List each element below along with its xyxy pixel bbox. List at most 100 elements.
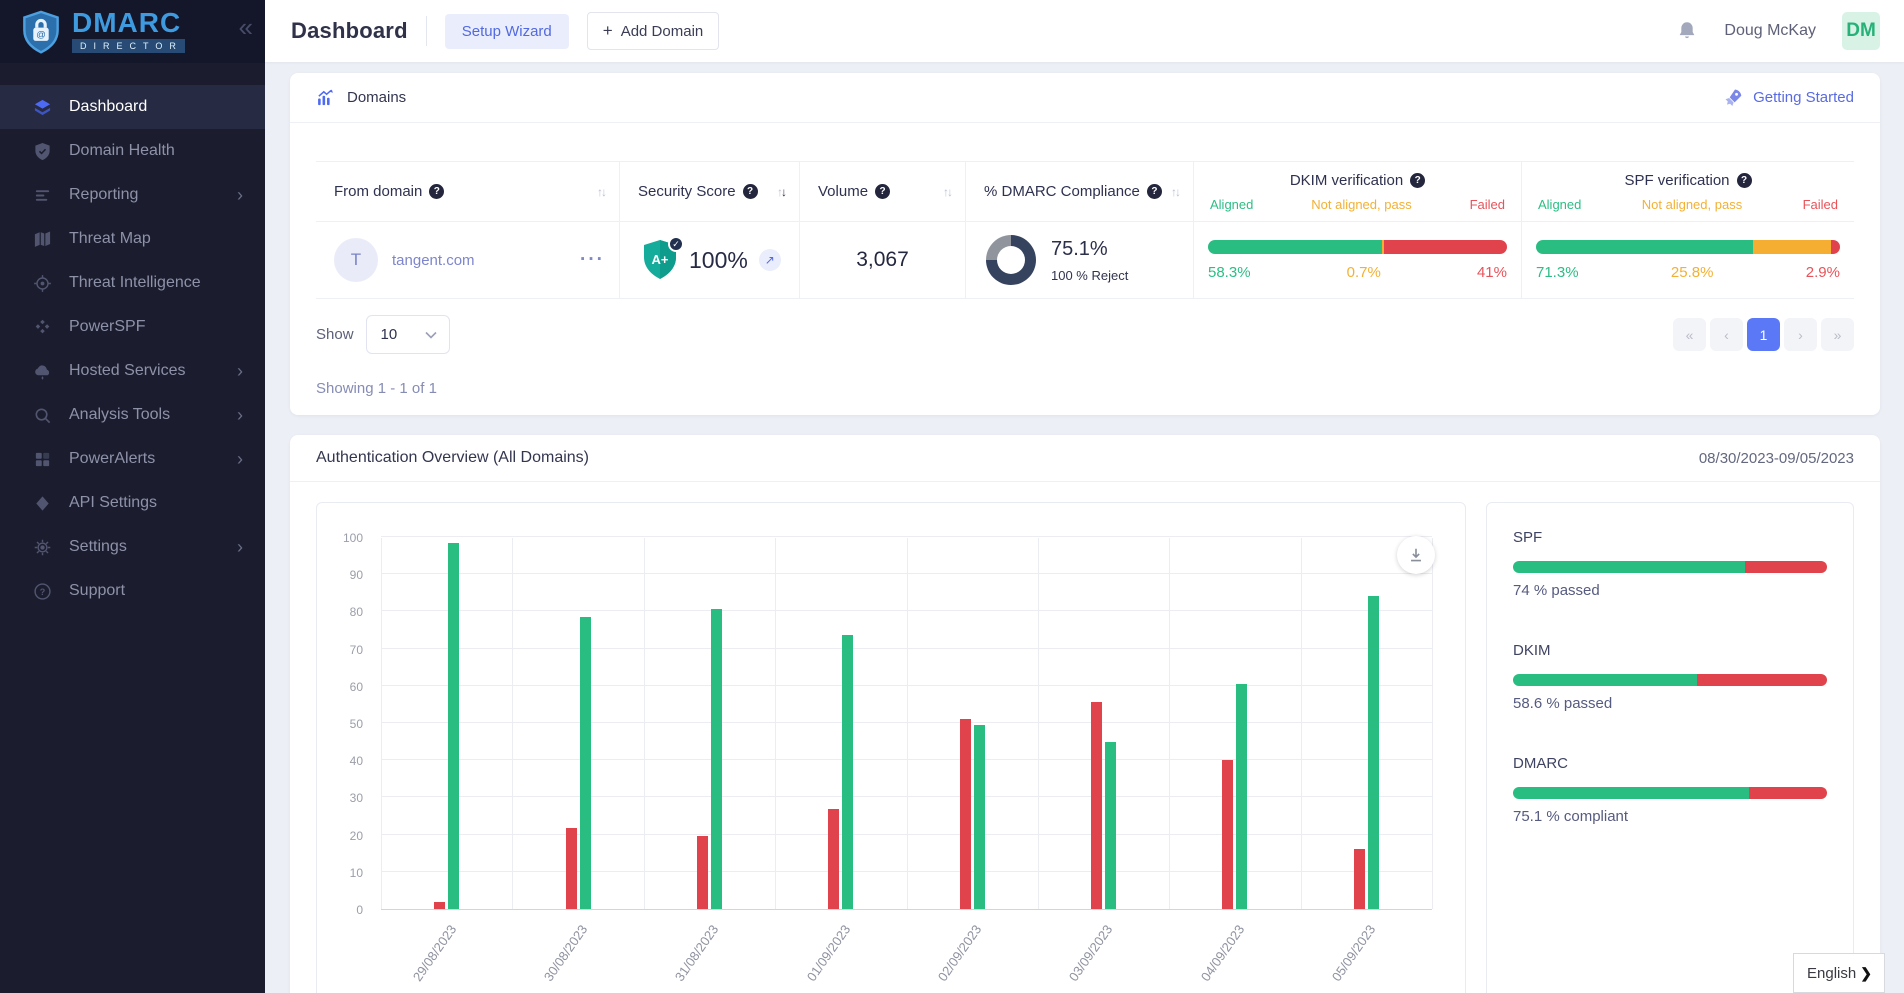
sidebar-item-label: Analysis Tools — [69, 406, 170, 424]
sidebar-item-settings[interactable]: Settings› — [0, 525, 265, 569]
shield-check-icon — [32, 141, 52, 161]
chart-bar-failed[interactable] — [1354, 849, 1365, 909]
spf-sub-headers: Aligned Not aligned, pass Failed — [1538, 197, 1838, 212]
spf-failed-segment — [1831, 240, 1840, 254]
help-icon[interactable]: ? — [1737, 173, 1752, 188]
chart-bar-failed[interactable] — [1091, 702, 1102, 909]
chart-bar-failed[interactable] — [828, 809, 839, 909]
add-domain-button[interactable]: + Add Domain — [587, 12, 719, 50]
security-score-value: 100% — [689, 247, 748, 274]
sidebar-collapse-icon[interactable]: « — [239, 14, 253, 40]
chart-bar-failed[interactable] — [697, 836, 708, 909]
chart-bar-passed[interactable] — [580, 617, 591, 909]
setup-wizard-button[interactable]: Setup Wizard — [445, 14, 569, 49]
language-label: English — [1807, 965, 1856, 982]
header-divider — [426, 16, 427, 46]
notifications-bell-icon[interactable] — [1676, 20, 1698, 42]
dkim-not-aligned-header: Not aligned, pass — [1311, 197, 1411, 212]
chevron-right-icon: › — [237, 449, 243, 470]
chart-bar-passed[interactable] — [1368, 596, 1379, 909]
auth-summary-panel: SPF74 % passedDKIM58.6 % passedDMARC75.1… — [1486, 502, 1854, 993]
domain-link[interactable]: tangent.com — [392, 252, 475, 269]
bar-group-02/09/2023 — [907, 719, 1038, 909]
y-axis-label: 80 — [350, 605, 363, 619]
chart-bar-passed[interactable] — [1105, 742, 1116, 909]
x-axis-label: 03/09/2023 — [1066, 922, 1116, 984]
help-icon[interactable]: ? — [743, 184, 758, 199]
y-axis-label: 30 — [350, 791, 363, 805]
column-label-dmarc-compliance: % DMARC Compliance — [984, 183, 1140, 200]
spf-not-aligned-header: Not aligned, pass — [1642, 197, 1742, 212]
summary-failed-segment — [1697, 674, 1827, 686]
cloud-icon — [32, 361, 52, 381]
help-icon[interactable]: ? — [1147, 184, 1162, 199]
chart-download-button[interactable] — [1397, 536, 1435, 574]
summary-bar — [1513, 674, 1827, 686]
pagination-page[interactable]: 1 — [1747, 318, 1780, 351]
summary-failed-segment — [1745, 561, 1827, 573]
download-icon — [1407, 546, 1425, 564]
y-axis-label: 0 — [356, 903, 363, 917]
sidebar-item-domain-health[interactable]: Domain Health — [0, 129, 265, 173]
add-domain-label: Add Domain — [621, 23, 704, 40]
chart-bar-failed[interactable] — [960, 719, 971, 909]
pagination-last[interactable]: » — [1821, 318, 1854, 351]
sidebar-item-api-settings[interactable]: API Settings — [0, 481, 265, 525]
chart-bar-failed[interactable] — [434, 902, 445, 909]
sidebar-item-poweralerts[interactable]: PowerAlerts› — [0, 437, 265, 481]
domains-title: Domains — [347, 89, 406, 106]
sidebar-item-threat-map[interactable]: Threat Map — [0, 217, 265, 261]
sort-icons[interactable]: ↑↓ — [935, 185, 951, 199]
summary-dmarc: DMARC75.1 % compliant — [1513, 755, 1827, 825]
chart-bar-failed[interactable] — [1222, 760, 1233, 909]
plot-area: 29/08/202330/08/202331/08/202301/09/2023… — [381, 538, 1432, 910]
svg-text:A+: A+ — [652, 252, 669, 267]
chart-bar-passed[interactable] — [711, 609, 722, 909]
chart-bar-passed[interactable] — [448, 543, 459, 909]
chart-bar-passed[interactable] — [974, 725, 985, 909]
y-axis: 0102030405060708090100 — [317, 538, 373, 910]
sidebar-item-dashboard[interactable]: Dashboard — [0, 85, 265, 129]
chart-bar-passed[interactable] — [842, 635, 853, 909]
pagination-first[interactable]: « — [1673, 318, 1706, 351]
summary-dkim: DKIM58.6 % passed — [1513, 642, 1827, 712]
sidebar-item-analysis-tools[interactable]: Analysis Tools› — [0, 393, 265, 437]
map-icon — [32, 229, 52, 249]
security-grade-shield-icon: A+ ✓ — [642, 239, 678, 281]
help-icon[interactable]: ? — [429, 184, 444, 199]
sidebar-item-hosted-services[interactable]: Hosted Services› — [0, 349, 265, 393]
getting-started-label: Getting Started — [1753, 89, 1854, 106]
diamond-cluster-icon — [32, 317, 52, 337]
language-selector[interactable]: English ❯ — [1793, 953, 1885, 993]
sidebar-item-threat-intelligence[interactable]: Threat Intelligence — [0, 261, 265, 305]
gridline-v — [1432, 538, 1433, 909]
chart-bar-passed[interactable] — [1236, 684, 1247, 909]
pagination: «‹1›» — [1673, 318, 1854, 351]
verified-check-icon: ✓ — [668, 236, 684, 252]
pagination-prev[interactable]: ‹ — [1710, 318, 1743, 351]
user-avatar[interactable]: DM — [1842, 12, 1880, 50]
external-link-icon[interactable]: ↗ — [759, 249, 781, 271]
sort-icons[interactable]: ↑↓ — [1163, 185, 1179, 199]
getting-started-link[interactable]: Getting Started — [1724, 88, 1854, 107]
help-icon[interactable]: ? — [875, 184, 890, 199]
pagination-next[interactable]: › — [1784, 318, 1817, 351]
auth-chart: 0102030405060708090100 29/08/202330/08/2… — [316, 502, 1466, 993]
page-size-select[interactable]: 10 — [366, 315, 450, 354]
brand-name: DMARC — [72, 10, 185, 36]
summary-passed-segment — [1513, 787, 1749, 799]
sidebar-item-reporting[interactable]: Reporting› — [0, 173, 265, 217]
sort-icons[interactable]: ↑↓ — [589, 185, 605, 199]
help-icon[interactable]: ? — [1410, 173, 1425, 188]
column-label-volume: Volume — [818, 183, 868, 200]
volume-value: 3,067 — [800, 222, 966, 299]
sort-icons[interactable]: ↑↓ — [769, 185, 785, 199]
sidebar-item-label: Support — [69, 582, 125, 600]
sidebar-item-support[interactable]: ?Support — [0, 569, 265, 613]
table-row: T tangent.com ··· A+ ✓ — [316, 222, 1854, 299]
chart-bar-failed[interactable] — [566, 828, 577, 909]
row-actions-menu-icon[interactable]: ··· — [580, 249, 605, 271]
sidebar-item-powerspf[interactable]: PowerSPF — [0, 305, 265, 349]
gear-icon — [32, 537, 52, 557]
sidebar-item-label: Hosted Services — [69, 362, 186, 380]
